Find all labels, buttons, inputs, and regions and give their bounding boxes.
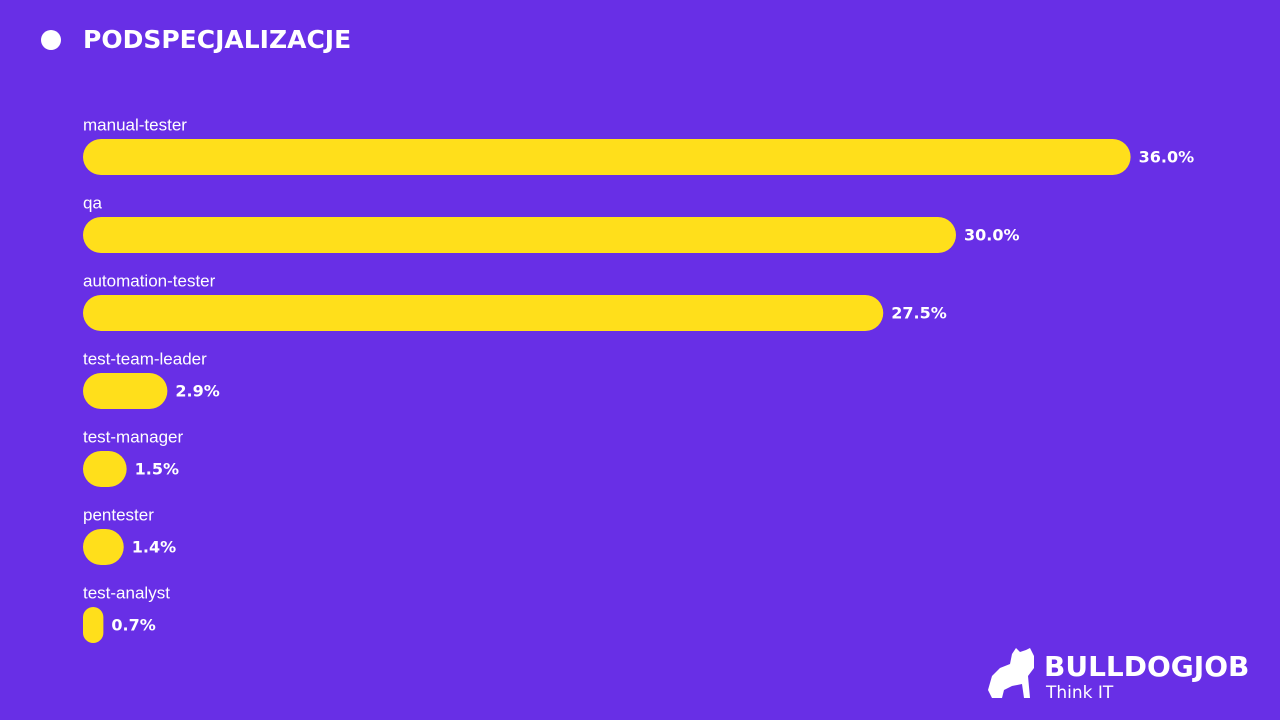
value-label: 30.0% xyxy=(964,226,1020,245)
bar xyxy=(83,217,956,253)
bar xyxy=(83,139,1131,175)
bar xyxy=(83,529,124,565)
category-label: manual-tester xyxy=(83,115,187,134)
category-label: test-analyst xyxy=(83,583,170,602)
category-label: test-team-leader xyxy=(83,349,207,368)
value-label: 36.0% xyxy=(1139,148,1195,167)
value-label: 0.7% xyxy=(111,616,155,635)
bar xyxy=(83,373,168,409)
chart-title: PODSPECJALIZACJE xyxy=(83,25,351,54)
bar xyxy=(83,295,884,331)
value-label: 1.4% xyxy=(132,538,176,557)
category-label: pentester xyxy=(83,505,154,524)
bar xyxy=(83,451,127,487)
logo-name: BULLDOGJOB xyxy=(1044,650,1249,683)
value-label: 2.9% xyxy=(175,382,219,401)
title-bullet xyxy=(41,30,61,50)
logo-dog xyxy=(988,648,1034,698)
bar xyxy=(83,607,104,643)
logo: BULLDOGJOB Think IT xyxy=(988,648,1249,703)
value-label: 27.5% xyxy=(891,304,947,323)
category-label: automation-tester xyxy=(83,271,216,290)
logo-tagline: Think IT xyxy=(1045,683,1114,703)
category-label: qa xyxy=(83,193,102,212)
category-label: test-manager xyxy=(83,427,183,446)
value-label: 1.5% xyxy=(135,460,179,479)
